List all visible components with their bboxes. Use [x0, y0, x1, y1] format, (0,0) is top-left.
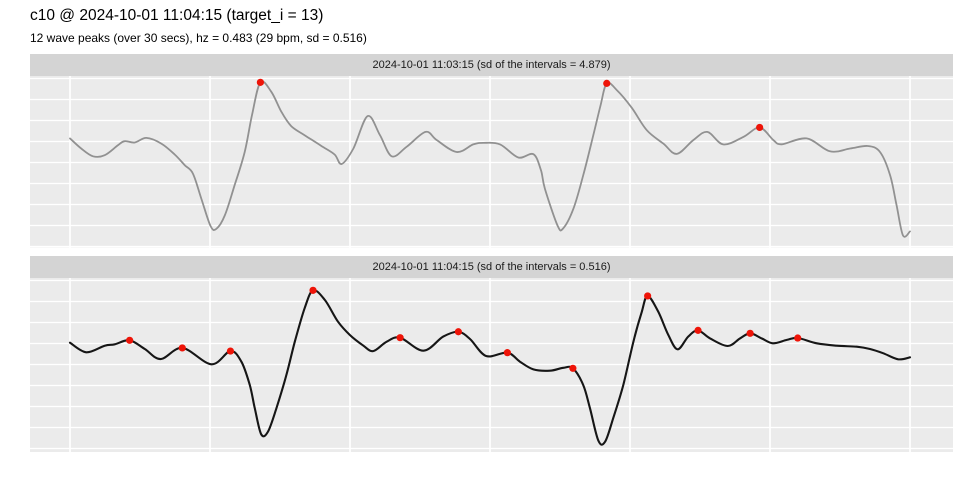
panel-2-peak-dot	[694, 326, 702, 334]
panel-2-peak-dot	[644, 292, 652, 300]
panel-2-peak-dot	[226, 347, 235, 355]
panel-2-peak-dot	[503, 349, 511, 357]
panel-2-peak-dot	[794, 334, 802, 342]
chart-title: c10 @ 2024-10-01 11:04:15 (target_i = 13…	[30, 7, 324, 24]
facet-strip-1: 2024-10-01 11:03:15 (sd of the intervals…	[30, 54, 953, 76]
panel-2-peak-dot	[309, 286, 317, 294]
panel-1-background	[30, 76, 953, 248]
facet-strip-1-label: 2024-10-01 11:03:15 (sd of the intervals…	[372, 59, 611, 71]
panel-2-peak-dot	[746, 329, 754, 337]
facet-strip-2-label: 2024-10-01 11:04:15 (sd of the intervals…	[372, 261, 611, 273]
panel-1-signal-line	[69, 80, 911, 238]
panel-2-peak-dot	[569, 364, 577, 372]
panel-2-peak-dot	[126, 336, 134, 344]
panel-1-peak-dot	[256, 78, 264, 86]
panel-2-peak-dot	[396, 334, 404, 342]
panel-1-peak-dot	[756, 123, 764, 132]
panel-2-peak-dot	[454, 328, 462, 336]
facet-strip-2: 2024-10-01 11:04:15 (sd of the intervals…	[30, 256, 953, 278]
panel-2-peak-dot	[178, 344, 186, 352]
chart-subtitle: 12 wave peaks (over 30 secs), hz = 0.483…	[30, 31, 367, 45]
panel-1-peak-dot	[603, 79, 611, 87]
